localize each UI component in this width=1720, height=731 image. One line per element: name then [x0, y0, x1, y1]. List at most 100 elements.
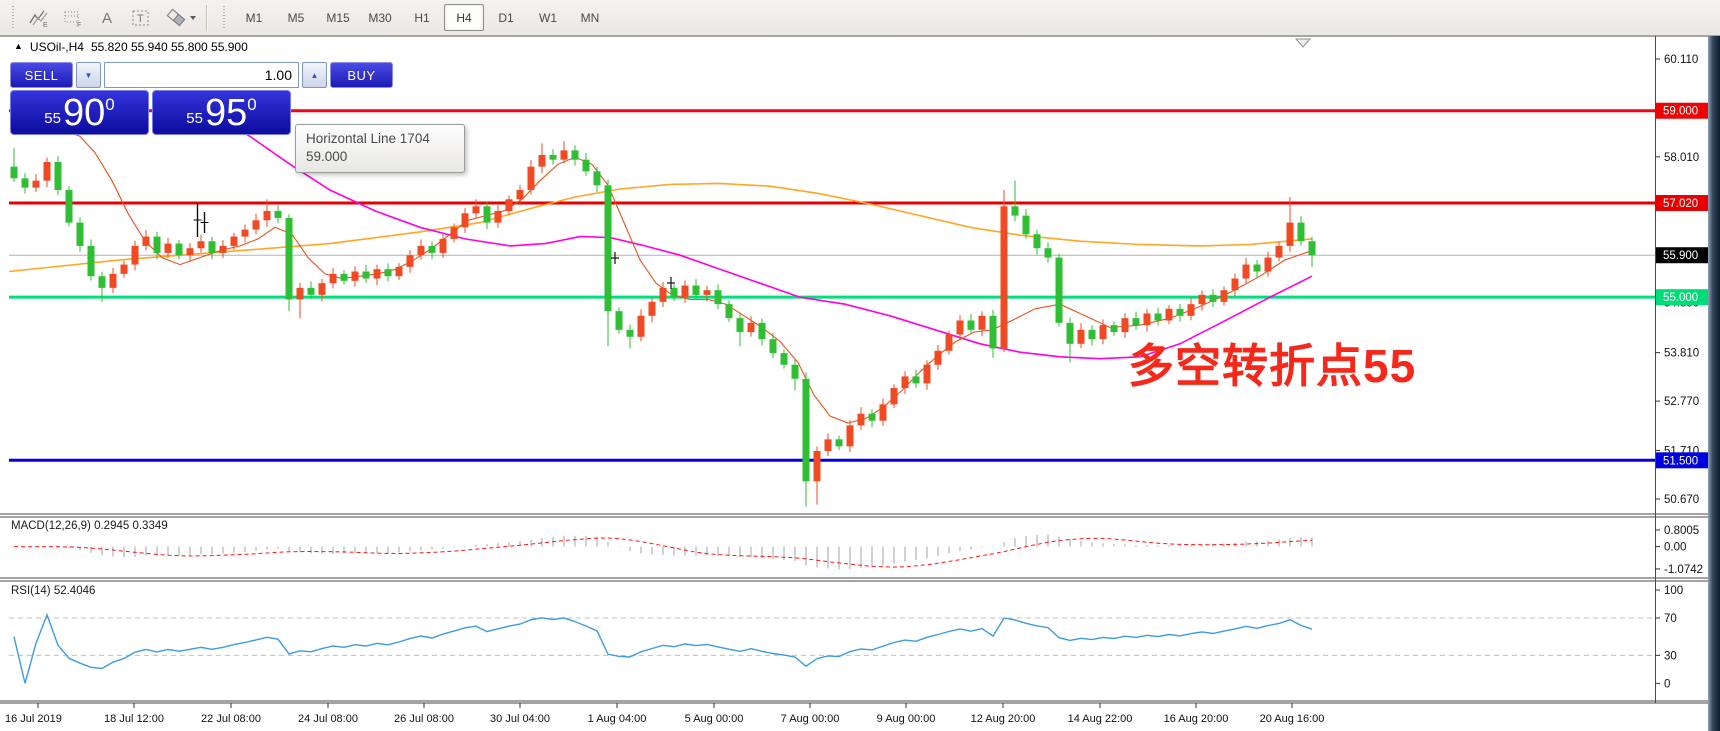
toolbar: E F A T M1 M5 M15 M30 H1 H4 D1 W1 MN	[0, 0, 1720, 36]
price-axis[interactable]: 60.11059.07058.01056.97055.93054.89053.8…	[1655, 54, 1708, 690]
tab-timeframe-mn[interactable]: MN	[580, 10, 600, 25]
toolbar-drag-handle[interactable]	[10, 5, 16, 30]
buy-price-display[interactable]: 55 95 0	[152, 90, 291, 135]
price-badge	[1656, 452, 1708, 469]
macd-indicator-label: MACD(12,26,9) 0.2945 0.3349	[11, 520, 168, 532]
date-label: 14 Aug 22:00	[1068, 713, 1133, 725]
date-label: 7 Aug 00:00	[781, 713, 840, 725]
ohlc-values: 55.820 55.940 55.800 55.900	[90, 40, 248, 54]
objects-icon[interactable]	[159, 3, 201, 32]
candlestick-series	[10, 141, 1316, 507]
svg-text:T: T	[137, 13, 144, 25]
macd-axis-label: 0.00	[1664, 542, 1686, 554]
window-right-border	[1708, 35, 1720, 731]
date-label: 30 Jul 04:00	[490, 713, 550, 725]
date-label: 16 Jul 2019	[5, 713, 62, 725]
price-badge	[1656, 102, 1708, 119]
dropdown-arrow-icon	[190, 15, 196, 20]
sell-button[interactable]: SELL	[10, 62, 73, 88]
rsi-line	[13, 612, 1313, 684]
price-axis-label: 58.010	[1664, 152, 1699, 164]
volume-input[interactable]	[104, 62, 299, 88]
buy-price-pip: 0	[247, 95, 257, 114]
macd-axis-label: -1.0742	[1664, 564, 1703, 576]
date-label: 22 Jul 08:00	[201, 713, 261, 725]
toolbar-separator	[206, 4, 207, 31]
collapse-panel-icon[interactable]: ▲	[14, 41, 23, 51]
tooltip-title: Horizontal Line 1704	[306, 131, 430, 146]
tooltip-value: 59.000	[306, 149, 348, 164]
date-label: 20 Aug 16:00	[1260, 713, 1325, 725]
panel-borders	[0, 35, 1710, 704]
chart-header: ▲ USOil-,H4 55.820 55.940 55.800 55.900	[14, 40, 248, 54]
rsi-axis-label: 70	[1664, 613, 1677, 625]
indicators-icon[interactable]: E	[23, 3, 55, 32]
date-label: 12 Aug 20:00	[971, 713, 1036, 725]
rsi-axis-label: 100	[1664, 585, 1683, 597]
text-label-icon[interactable]: A	[91, 3, 123, 32]
date-label: 9 Aug 00:00	[877, 713, 936, 725]
price-badge	[1656, 289, 1708, 306]
rsi-panel	[9, 612, 1655, 684]
chart-shift-marker[interactable]	[1294, 38, 1312, 48]
date-label: 26 Jul 08:00	[394, 713, 454, 725]
volume-decrease-button[interactable]: ▼	[76, 62, 101, 88]
tab-timeframe-m15[interactable]: M15	[326, 10, 350, 25]
one-click-trading-panel: SELL ▼ ▲ BUY 55 90 0 55 95 0	[10, 62, 393, 135]
sell-price-display[interactable]: 55 90 0	[10, 90, 149, 135]
price-axis-label: 52.770	[1664, 396, 1699, 408]
date-label: 18 Jul 12:00	[104, 713, 164, 725]
price-badge-label: 51.500	[1663, 455, 1698, 467]
price-badge	[1656, 195, 1708, 212]
tab-timeframe-d1[interactable]: D1	[498, 10, 514, 25]
sell-price-big: 90	[62, 91, 106, 134]
svg-text:E: E	[43, 22, 48, 28]
price-axis-label: 60.110	[1664, 54, 1698, 66]
svg-text:F: F	[77, 22, 81, 28]
svg-text:A: A	[102, 10, 112, 27]
tab-timeframe-m30[interactable]: M30	[368, 10, 392, 25]
sell-price-pip: 0	[105, 95, 115, 114]
tab-timeframe-w1[interactable]: W1	[539, 10, 557, 25]
date-label: 1 Aug 04:00	[588, 713, 647, 725]
price-axis-label: 53.810	[1664, 348, 1699, 360]
tab-timeframe-h1[interactable]: H1	[414, 10, 430, 25]
object-tooltip: Horizontal Line 1704 59.000	[295, 124, 465, 173]
macd-panel	[13, 534, 1313, 570]
tab-timeframe-h4[interactable]: H4	[444, 4, 484, 31]
tab-timeframe-m1[interactable]: M1	[245, 10, 263, 25]
ma-mid	[212, 112, 1313, 360]
price-badge-label: 55.900	[1663, 250, 1698, 262]
textbox-icon[interactable]: T	[125, 3, 157, 32]
toolbar-drag-handle[interactable]	[221, 5, 227, 30]
price-badge-label: 55.000	[1663, 292, 1698, 304]
macd-axis-label: 0.8005	[1664, 525, 1699, 537]
price-badge	[1656, 247, 1708, 264]
volume-increase-button[interactable]: ▲	[302, 62, 327, 88]
price-axis-label: 50.670	[1664, 494, 1699, 506]
date-label: 24 Jul 08:00	[298, 713, 358, 725]
date-label: 16 Aug 20:00	[1164, 713, 1229, 725]
date-label: 5 Aug 00:00	[685, 713, 744, 725]
buy-price-big: 95	[204, 91, 248, 134]
date-axis[interactable]: 16 Jul 2019 18 Jul 12:00 22 Jul 08:00 24 Ju…	[5, 703, 1324, 725]
price-badge-label: 57.020	[1663, 198, 1698, 210]
buy-button[interactable]: BUY	[330, 62, 393, 88]
sell-price-small: 55	[44, 110, 61, 127]
rsi-axis-label: 0	[1664, 678, 1670, 690]
grid-period-icon[interactable]: F	[57, 3, 89, 32]
macd-signal-line	[13, 537, 1313, 568]
timeframe-group: M1 M5 M15 M30 H1 H4 D1 W1 MN	[233, 4, 611, 31]
cursor-artifacts	[193, 203, 675, 289]
rsi-indicator-label: RSI(14) 52.4046	[11, 585, 96, 597]
ma-fast	[61, 128, 1313, 424]
price-badge-label: 59.000	[1663, 106, 1698, 118]
tab-timeframe-m5[interactable]: M5	[287, 10, 305, 25]
chart-text-annotation: 多空转折点55	[1128, 340, 1417, 392]
buy-price-small: 55	[186, 110, 203, 127]
ma-slow	[9, 182, 1313, 273]
rsi-axis-label: 30	[1664, 650, 1677, 662]
symbol-title: USOil-,H4	[29, 40, 84, 54]
